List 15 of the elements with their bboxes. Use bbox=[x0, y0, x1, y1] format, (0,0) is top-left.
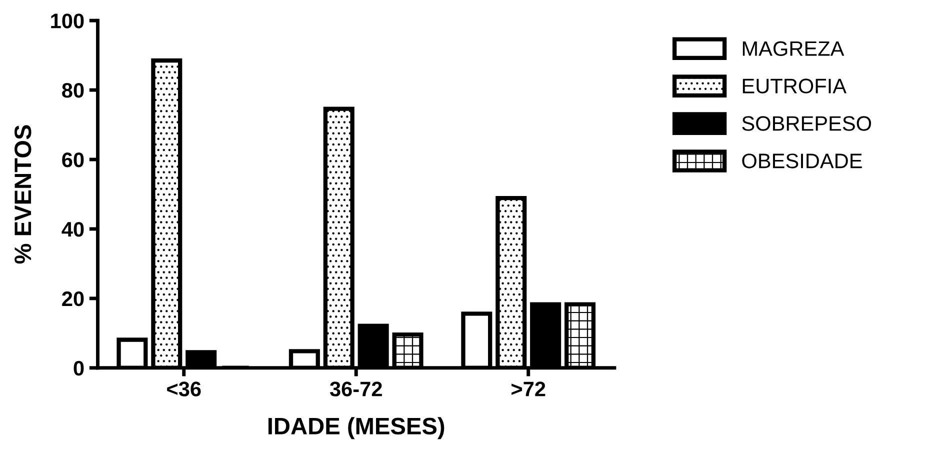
y-tick-label: 40 bbox=[62, 222, 84, 237]
legend-label: EUTROFIA bbox=[742, 78, 846, 94]
x-tick-label: <36 bbox=[167, 382, 201, 396]
x-tick-label: 36-72 bbox=[330, 382, 382, 396]
y-axis-title: % EVENTOS bbox=[14, 125, 32, 264]
x-axis-title: IDADE (MESES) bbox=[268, 417, 444, 440]
x-tick-label: >72 bbox=[512, 382, 546, 396]
y-tick-label: 80 bbox=[62, 83, 84, 98]
y-tick-label: 20 bbox=[62, 291, 84, 306]
y-tick-label: 100 bbox=[51, 14, 84, 28]
legend-label: MAGREZA bbox=[742, 41, 844, 56]
y-tick-label: 60 bbox=[62, 152, 84, 168]
y-tick-label: 0 bbox=[74, 360, 84, 376]
legend-label: OBESIDADE bbox=[742, 154, 862, 168]
legend-label: SOBREPESO bbox=[742, 116, 872, 131]
